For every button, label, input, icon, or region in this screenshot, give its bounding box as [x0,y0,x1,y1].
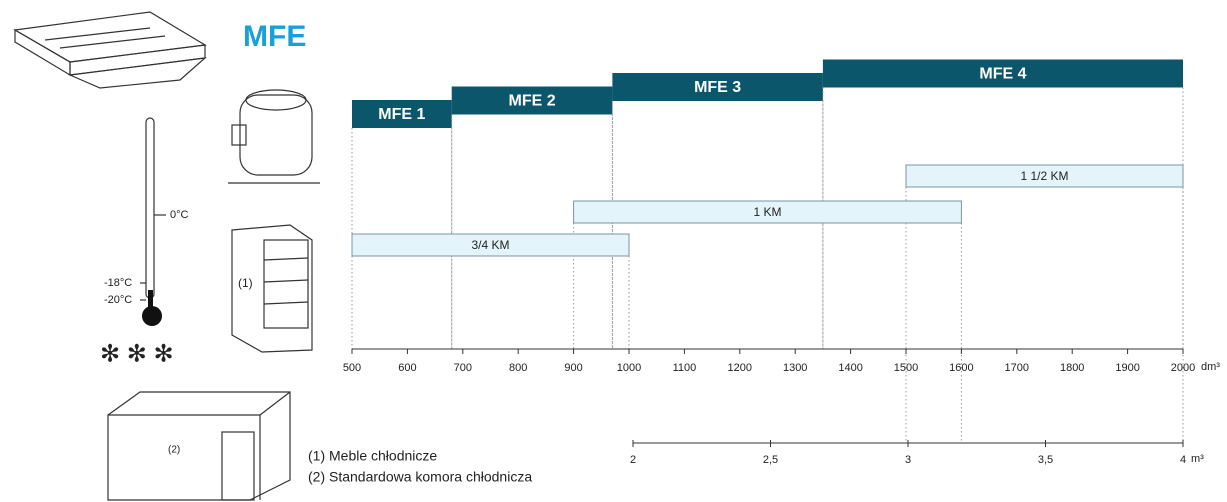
temp-label: -20°C [104,294,132,306]
compressor-label: 1 1/2 KM [1020,169,1068,183]
x-tick-label: 600 [398,362,416,374]
x2-tick-label: 3,5 [1038,454,1053,466]
cabinet-label: (1) [238,276,253,290]
x-unit: dm³ [1201,361,1220,373]
model-label: MFE 3 [694,79,741,96]
x2-tick-label: 2 [630,454,636,466]
x-tick-label: 1800 [1060,362,1084,374]
x2-tick-label: 4 [1180,454,1186,466]
compressor-bar [905,164,1184,188]
x2-tick-label: 3 [905,454,911,466]
temp-label: -18°C [104,277,132,289]
x-tick-label: 1400 [838,362,862,374]
model-bar [451,86,613,115]
model-bar [612,73,823,101]
model-bar [352,100,452,128]
x-tick-label: 1900 [1115,362,1139,374]
model-label: MFE 4 [979,66,1026,83]
model-bar [822,59,1183,88]
x-tick-label: 1000 [617,362,641,374]
compressor-bar [351,233,630,257]
temp-label: 0°C [170,209,189,221]
x-tick-label: 1700 [1005,362,1029,374]
note: (2) Standardowa komora chłodnicza [308,469,532,485]
logo: MFE [243,20,306,53]
x-tick-label: 1300 [783,362,807,374]
cabinet-illustration: (1) [231,224,313,353]
x-tick-label: 1500 [894,362,918,374]
room-label: (2) [168,445,180,456]
x-tick-label: 2000 [1171,362,1195,374]
x-tick-label: 500 [343,362,361,374]
hood-illustration [13,11,207,89]
x-tick-label: 1100 [673,362,697,374]
compressor-label: 1 KM [753,205,781,219]
compressor-label: 3/4 KM [471,238,509,252]
note: (1) Meble chłodnicze [308,448,437,464]
x-tick-label: 1600 [949,362,973,374]
x2-tick-label: 2,5 [763,454,778,466]
thermometer-illustration: 0°C -18°C -20°C ✻ ✻ ✻ [100,117,189,367]
compressor-bar [573,200,962,224]
x-tick-label: 800 [509,362,527,374]
compressor-illustration [228,89,320,184]
room-illustration: (2) [107,391,291,501]
x-tick-label: 700 [454,362,472,374]
x-tick-label: 1200 [728,362,752,374]
x2-unit: m³ [1191,453,1204,465]
x-tick-label: 900 [564,362,582,374]
snowflakes: ✻ ✻ ✻ [100,340,174,367]
model-label: MFE 2 [508,93,555,110]
model-label: MFE 1 [378,106,425,123]
